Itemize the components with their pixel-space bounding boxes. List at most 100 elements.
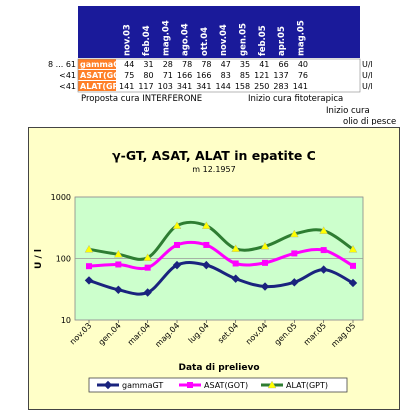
table-cell: 141 [119, 82, 134, 91]
row-name-cell [78, 81, 116, 91]
data-point [203, 241, 210, 248]
note-fitoterapica: Inizio cura fitoterapica [248, 94, 343, 104]
chart-title: γ-GT, ASAT, ALAT in epatite C [112, 148, 316, 163]
y-axis-label: U / l [34, 249, 44, 269]
chart-frame: γ-GT, ASAT, ALAT in epatite C m 12.1957 … [28, 127, 400, 410]
table-cell: 31 [143, 60, 153, 69]
table-cell: 28 [163, 60, 173, 69]
row-range: <41 [59, 82, 76, 91]
legend-swatch-marker [103, 380, 113, 390]
data-point [291, 250, 298, 257]
y-tick-label: 1000 [51, 193, 71, 202]
table-cell: 35 [240, 60, 250, 69]
x-axis-label: Data di prelievo [178, 363, 259, 373]
data-point [319, 265, 328, 274]
table-cell: 137 [273, 71, 288, 80]
table-date-header: nov.04 [219, 24, 229, 56]
data-point [143, 288, 152, 297]
table-cell: 283 [273, 82, 288, 91]
legend-box [88, 377, 348, 393]
table-header-bg [78, 6, 360, 58]
table-cell: 117 [138, 82, 153, 91]
data-point [172, 260, 182, 270]
x-tick-label: gen.04 [97, 321, 123, 347]
table-date-header: mag.04 [161, 20, 171, 56]
x-tick-label: nov.03 [68, 321, 93, 346]
table-date-header: apr.05 [277, 26, 287, 56]
table-date-header: nov.03 [123, 24, 133, 56]
table-cell: 141 [293, 82, 308, 91]
note-interferone: Proposta cura INTERFERONE [81, 94, 202, 104]
row-unit: U/l [362, 71, 373, 80]
data-point [320, 247, 327, 254]
y-tick-label: 10 [61, 316, 71, 325]
data-point [84, 245, 94, 253]
table-cell: 121 [254, 71, 269, 80]
x-tick-label: mag.04 [153, 321, 181, 349]
y-tick-label: 100 [56, 255, 71, 264]
chart-subtitle: m 12.1957 [192, 165, 235, 174]
data-point [319, 226, 328, 234]
note-olio-pesce: olio di pesce [343, 117, 396, 125]
table-cell: 341 [196, 82, 211, 91]
table-cell: 76 [298, 71, 308, 80]
data-point [84, 276, 94, 285]
table-date-header: ago.04 [181, 23, 191, 56]
data-point [350, 262, 356, 269]
data-point [174, 241, 180, 248]
row-name: ASAT(GOT) [80, 71, 129, 80]
chart: γ-GT, ASAT, ALAT in epatite C m 12.1957 … [34, 148, 364, 393]
table-date-header: gen.05 [238, 23, 248, 56]
row-name: gammaGT [80, 60, 126, 69]
series-line [88, 240, 354, 271]
table-cell: 40 [298, 60, 308, 69]
data-point [144, 264, 151, 271]
data-point [260, 241, 270, 250]
table-cell: 41 [259, 60, 269, 69]
legend-label: ALAT(GPT) [286, 381, 328, 390]
table-cell: 250 [254, 82, 269, 91]
table-cell: 47 [221, 60, 231, 69]
row-unit: U/l [362, 82, 373, 91]
data-point [290, 229, 299, 238]
row-unit: U/l [362, 60, 373, 69]
data-point [348, 278, 358, 288]
table-cell: 78 [201, 60, 211, 69]
legend-label: gammaGT [122, 381, 163, 390]
x-tick-label: mar.05 [302, 321, 328, 347]
data-point [290, 278, 299, 287]
row-range: <41 [59, 71, 76, 80]
table-cell: 44 [124, 60, 134, 69]
table-cell: 71 [163, 71, 173, 80]
table-cell: 66 [279, 60, 289, 69]
table-cell: 158 [235, 82, 250, 91]
data-point [262, 259, 268, 266]
table-cell: 144 [216, 82, 231, 91]
row-name: ALAT(GPT) [80, 82, 128, 91]
row-range: 8 ... 61 [48, 60, 76, 69]
data-point [202, 221, 211, 229]
row-name-cell [78, 70, 116, 80]
table-cell: 166 [177, 71, 192, 80]
x-tick-label: set.04 [216, 321, 240, 345]
table-date-header: mag.05 [296, 20, 306, 56]
table-cell: 78 [182, 60, 192, 69]
data-point [348, 245, 358, 253]
table-cell: 75 [124, 71, 134, 80]
data-point [114, 285, 123, 294]
data-point [143, 253, 152, 261]
x-tick-label: gen.05 [273, 321, 299, 347]
data-point [231, 274, 240, 283]
note-inizio-cura: Inizio cura [326, 106, 370, 116]
data-point [172, 221, 182, 229]
series-line [88, 220, 354, 261]
legend-swatch-marker [187, 382, 193, 388]
data-table: nov.03 feb.04 mag.04 ago.04 ott.04 nov.04 gen.… [48, 6, 396, 125]
x-tick-label: mar.04 [126, 321, 152, 347]
table-border [77, 58, 361, 93]
table-date-header: ott.04 [200, 27, 210, 56]
data-point [86, 263, 92, 270]
data-point [114, 250, 123, 258]
table-date-header: feb.04 [142, 25, 152, 56]
series-line [88, 261, 354, 296]
